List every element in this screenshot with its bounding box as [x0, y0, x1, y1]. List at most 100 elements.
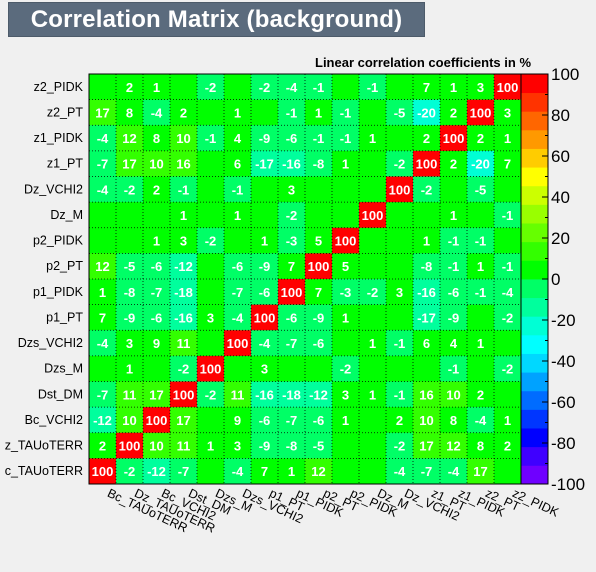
- cell-value-label: 100: [281, 285, 303, 300]
- heatmap-cell: [116, 176, 144, 203]
- cell-value-label: 100: [335, 234, 357, 249]
- heatmap-cell: [359, 202, 387, 229]
- heatmap-cell: [413, 355, 441, 382]
- heatmap-cell: [251, 150, 279, 177]
- cell-value-label: -1: [313, 131, 325, 146]
- colorbar-tick-label: -20: [551, 311, 576, 330]
- cell-value-label: -7: [286, 413, 298, 428]
- colorbar-segment: [521, 260, 548, 280]
- cell-value-label: 11: [177, 336, 191, 351]
- cell-value-label: -6: [448, 285, 460, 300]
- heatmap-cell: [494, 330, 522, 357]
- heatmap-cell: [332, 458, 360, 485]
- heatmap-cell: [197, 279, 225, 306]
- cell-value-label: -20: [417, 105, 436, 120]
- heatmap-cell: [278, 432, 306, 459]
- cell-value-label: 1: [369, 131, 376, 146]
- heatmap-cell: [89, 330, 117, 357]
- cell-value-label: 2: [504, 439, 511, 454]
- cell-value-label: -8: [313, 157, 325, 172]
- cell-value-label: -2: [502, 362, 514, 377]
- cell-value-label: 1: [153, 80, 160, 95]
- cell-value-label: 1: [288, 464, 295, 479]
- colorbar-segment: [521, 148, 548, 168]
- heatmap-cell: [224, 432, 252, 459]
- heatmap-cell: [386, 176, 414, 203]
- cell-value-label: 2: [450, 157, 457, 172]
- heatmap-cell: [197, 125, 225, 152]
- heatmap-cell: [170, 99, 198, 126]
- heatmap-cell: [440, 74, 468, 101]
- heatmap-cell: [386, 355, 414, 382]
- cell-value-label: -2: [124, 182, 136, 197]
- colorbar-tick-label: 20: [551, 229, 570, 248]
- heatmap-cell: [197, 176, 225, 203]
- heatmap-cell: [224, 279, 252, 306]
- heatmap-cell: [305, 74, 333, 101]
- heatmap-cell: [278, 202, 306, 229]
- cell-value-label: -4: [151, 105, 163, 120]
- heatmap-cell: [170, 355, 198, 382]
- cell-value-label: 1: [342, 157, 349, 172]
- cell-value-label: 3: [342, 387, 349, 402]
- heatmap-cell: [170, 253, 198, 280]
- heatmap-cell: [332, 432, 360, 459]
- heatmap-cell: [89, 125, 117, 152]
- cell-value-label: 100: [362, 208, 384, 223]
- cell-value-label: -1: [502, 259, 514, 274]
- cell-value-label: -1: [232, 182, 244, 197]
- heatmap-cell: [440, 227, 468, 254]
- heatmap-cell: [494, 355, 522, 382]
- cell-value-label: -1: [475, 285, 487, 300]
- heatmap-cell: [197, 74, 225, 101]
- cell-value-label: -1: [367, 80, 379, 95]
- heatmap-cell: [467, 432, 495, 459]
- cell-value-label: 1: [369, 336, 376, 351]
- cell-value-label: -16: [255, 387, 274, 402]
- heatmap-cell: [143, 355, 171, 382]
- heatmap-cell: [467, 125, 495, 152]
- heatmap-cell: [332, 176, 360, 203]
- heatmap-cell: [332, 74, 360, 101]
- heatmap-cell: [332, 304, 360, 331]
- heatmap-cell: [197, 99, 225, 126]
- cell-value-label: 3: [180, 234, 187, 249]
- cell-value-label: -1: [502, 208, 514, 223]
- heatmap-cell: [116, 74, 144, 101]
- heatmap-cell: [413, 304, 441, 331]
- cell-value-label: 100: [119, 439, 141, 454]
- heatmap-cell: [359, 74, 387, 101]
- cell-value-label: -12: [147, 464, 166, 479]
- cell-value-label: 11: [177, 439, 191, 454]
- heatmap-cell: [305, 150, 333, 177]
- cell-value-label: 1: [369, 387, 376, 402]
- heatmap-cell: [143, 458, 171, 485]
- cell-value-label: -4: [502, 285, 514, 300]
- heatmap-cell: [440, 253, 468, 280]
- heatmap-cell: [494, 381, 522, 408]
- y-tick-label: Dzs_VCHI2: [18, 336, 83, 350]
- cell-value-label: 100: [92, 464, 114, 479]
- heatmap-cell: [170, 407, 198, 434]
- cell-value-label: 10: [176, 131, 190, 146]
- heatmap-cell: [494, 253, 522, 280]
- cell-value-label: -9: [313, 310, 325, 325]
- cell-value-label: 17: [149, 387, 163, 402]
- heatmap-cell: [278, 176, 306, 203]
- heatmap-cell: [332, 125, 360, 152]
- cell-value-label: -4: [259, 336, 271, 351]
- heatmap-cell: [413, 253, 441, 280]
- heatmap-cell: [89, 253, 117, 280]
- heatmap-cell: [197, 227, 225, 254]
- heatmap-cell: [143, 202, 171, 229]
- heatmap-cell: [224, 407, 252, 434]
- heatmap-cell: [332, 330, 360, 357]
- heatmap-cell: [224, 99, 252, 126]
- heatmap-cell: [413, 150, 441, 177]
- heatmap-cell: [467, 227, 495, 254]
- heatmap-cell: [278, 330, 306, 357]
- cell-value-label: -2: [286, 208, 298, 223]
- heatmap-cell: [494, 202, 522, 229]
- cell-value-label: 1: [207, 439, 214, 454]
- cell-value-label: -2: [124, 464, 136, 479]
